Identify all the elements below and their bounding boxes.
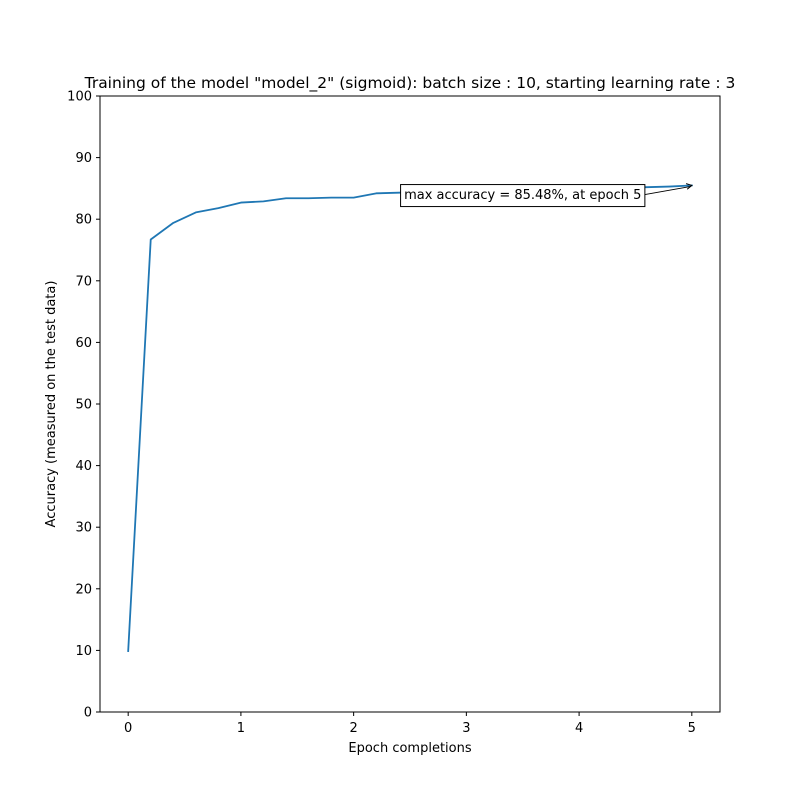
x-tick-label: 4: [575, 721, 583, 736]
annotation-arrow-head: [685, 183, 693, 190]
y-tick-label: 10: [75, 644, 92, 659]
x-tick-label: 5: [688, 721, 696, 736]
x-tick-label: 0: [124, 721, 132, 736]
chart-title: Training of the model "model_2" (sigmoid…: [84, 74, 736, 93]
series-line-0: [127, 184, 693, 652]
y-tick-label: 20: [75, 582, 92, 597]
y-tick-label: 30: [75, 521, 92, 536]
x-tick-label: 1: [237, 721, 245, 736]
x-axis-label: Epoch completions: [348, 741, 471, 756]
y-tick-label: 0: [84, 706, 92, 721]
plot-area: max accuracy = 85.48%, at epoch 50 1 2 3 4 50…: [67, 90, 721, 736]
annotation-box: [400, 184, 646, 208]
y-tick-label: 50: [75, 398, 92, 413]
x-tick-label: 2: [349, 721, 357, 736]
y-tick-label: 40: [75, 459, 92, 474]
x-tick-label: 3: [462, 721, 470, 736]
y-axis-label: Accuracy (measured on the test data): [44, 281, 59, 528]
annotation-label: max accuracy = 85.48%, at epoch 5: [404, 188, 641, 203]
y-tick-label: 90: [75, 151, 92, 166]
y-tick-label: 60: [75, 336, 92, 351]
y-tick-label: 80: [75, 213, 92, 228]
y-tick-label: 70: [75, 274, 92, 289]
annotation-arrow: [644, 185, 691, 196]
y-tick-label: 100: [67, 90, 92, 105]
